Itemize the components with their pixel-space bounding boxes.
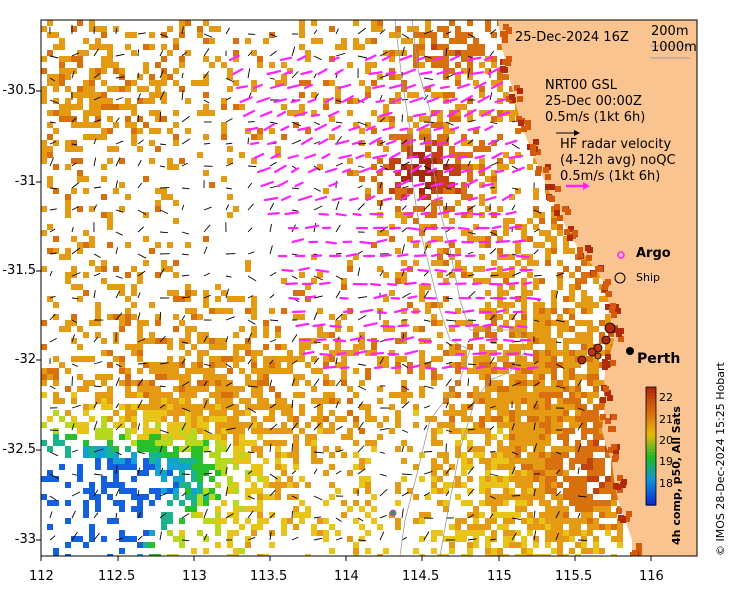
gsl-label-line3: 0.5m/s (1kt 6h) bbox=[545, 110, 646, 125]
x-tick-label: 114.5 bbox=[402, 569, 440, 584]
y-tick-label: -31.5 bbox=[2, 263, 36, 278]
colorbar-tick-label: 21 bbox=[659, 413, 673, 426]
credit-text: © IMOS 28-Dec-2024 15:25 Hobart bbox=[714, 362, 727, 556]
gsl-label-line1: NRT00 GSL bbox=[545, 78, 617, 93]
x-tick-label: 116 bbox=[639, 569, 664, 584]
hf-label-line2: (4-12h avg) noQC bbox=[560, 153, 676, 168]
hf-label-line3: 0.5m/s (1kt 6h) bbox=[560, 169, 661, 184]
hf-label-line1: HF radar velocity bbox=[560, 137, 672, 152]
y-tick-label: -30.5 bbox=[2, 83, 36, 98]
x-tick-label: 115.5 bbox=[555, 569, 593, 584]
map-title: 25-Dec-2024 16Z bbox=[515, 30, 629, 45]
contour-200m-label: 200m bbox=[651, 24, 689, 39]
plot-frame bbox=[40, 19, 698, 557]
argo-legend-label: Argo bbox=[636, 246, 671, 261]
x-tick-label: 113.5 bbox=[250, 569, 288, 584]
colorbar-title: 4h comp, p50, All Sats bbox=[670, 406, 683, 545]
argo-marker-icon bbox=[617, 251, 625, 259]
hf-radar-arrows bbox=[228, 54, 542, 371]
y-tick-label: -32.5 bbox=[2, 442, 36, 457]
x-tick-label: 112.5 bbox=[98, 569, 136, 584]
y-tick-label: -33 bbox=[14, 532, 36, 547]
colorbar-tick-label: 18 bbox=[659, 477, 673, 490]
y-tick-label: -32 bbox=[14, 352, 36, 367]
ship-legend-label: Ship bbox=[636, 271, 660, 284]
y-tick-label: -31 bbox=[14, 174, 36, 189]
x-tick-label: 115 bbox=[487, 569, 512, 584]
bathymetry-200m-contour bbox=[411, 20, 526, 556]
coastal-sst-pixels bbox=[500, 24, 642, 556]
colorbar-tick-label: 22 bbox=[659, 391, 673, 404]
axis-ticks bbox=[36, 90, 652, 561]
colorbar bbox=[645, 386, 657, 506]
ship-track bbox=[577, 322, 616, 365]
colorbar-tick-label: 20 bbox=[659, 434, 673, 447]
perth-location-icon bbox=[626, 347, 634, 355]
argo-float-icon bbox=[389, 509, 397, 517]
x-tick-label: 112 bbox=[29, 569, 54, 584]
sst-pixels bbox=[41, 20, 623, 556]
ship-marker-icon bbox=[614, 272, 626, 284]
hf-scale-arrowhead bbox=[583, 182, 590, 190]
colorbar-tick-label: 19 bbox=[659, 455, 673, 468]
perth-label: Perth bbox=[637, 351, 681, 367]
x-tick-label: 113 bbox=[182, 569, 207, 584]
contour-1000m-label: 1000m bbox=[651, 40, 697, 55]
bathymetry-1000m-contour bbox=[394, 20, 471, 556]
gsl-label-line2: 25-Dec 00:00Z bbox=[545, 94, 642, 109]
x-tick-label: 114 bbox=[334, 569, 359, 584]
gsl-scale-arrowhead bbox=[574, 130, 580, 136]
